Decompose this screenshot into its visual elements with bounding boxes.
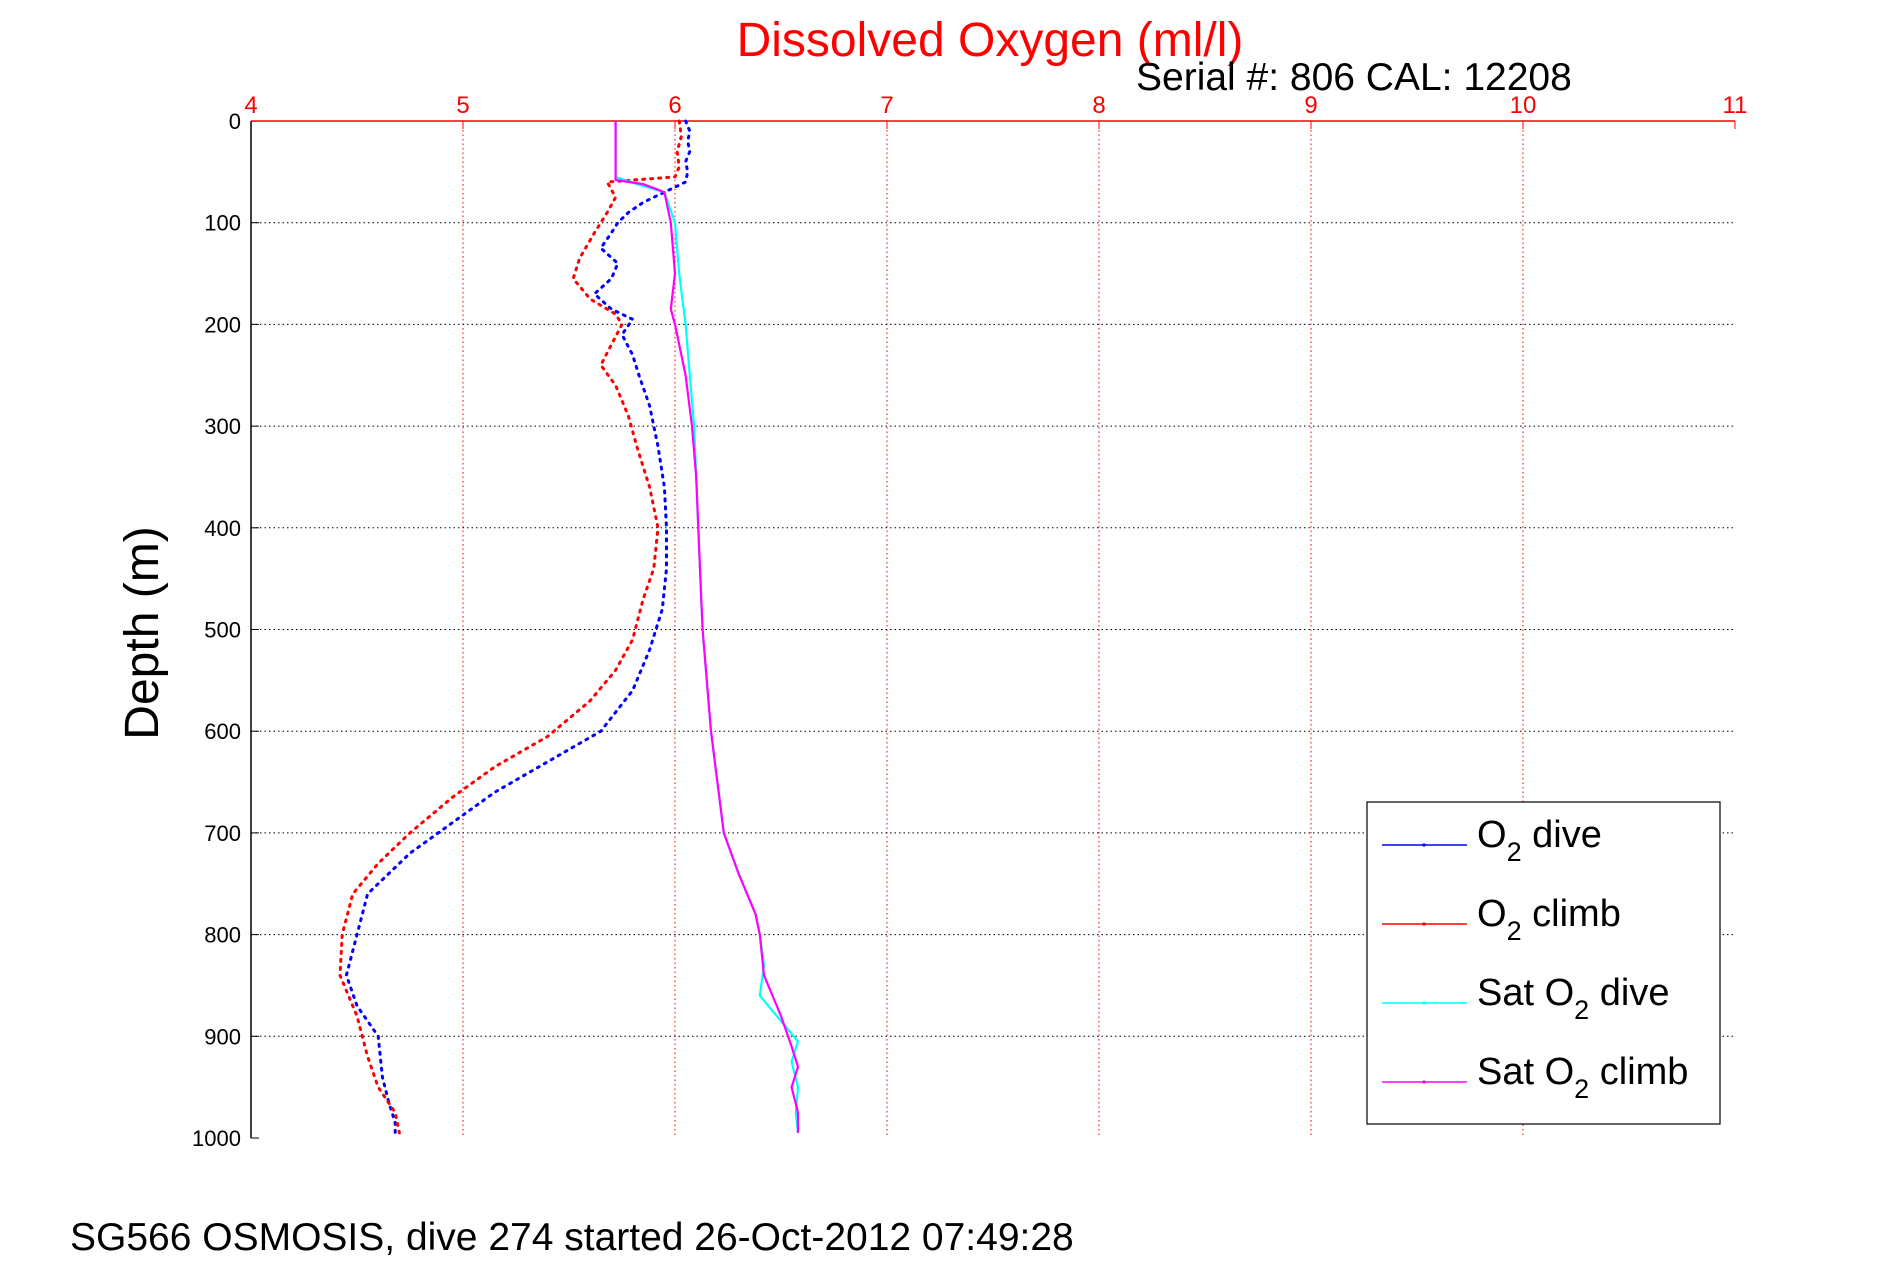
series-line-o2-climb bbox=[338, 119, 683, 1135]
legend-label-o2-climb: O2 climb bbox=[1477, 893, 1621, 946]
x-tick-label: 5 bbox=[456, 92, 469, 119]
legend-marker-sat-o2-dive bbox=[1422, 1001, 1426, 1005]
y-tick-label: 300 bbox=[204, 414, 241, 439]
y-tick-label: 400 bbox=[204, 516, 241, 541]
x-tick-label: 4 bbox=[244, 92, 257, 119]
x-tick-label: 10 bbox=[1510, 92, 1537, 119]
y-tick-label: 200 bbox=[204, 312, 241, 337]
axes bbox=[250, 120, 1736, 1139]
dive-info-footer: SG566 OSMOSIS, dive 274 started 26-Oct-2… bbox=[70, 1216, 1074, 1259]
y-axis-label: Depth (m) bbox=[116, 526, 169, 739]
legend-marker-sat-o2-climb bbox=[1422, 1080, 1426, 1084]
y-tick-label: 100 bbox=[204, 211, 241, 236]
legend-label-sat-o2-climb: Sat O2 climb bbox=[1477, 1051, 1688, 1104]
legend-marker-o2-dive bbox=[1422, 843, 1426, 847]
legend-label-sat-o2-dive: Sat O2 dive bbox=[1477, 972, 1669, 1025]
x-tick-label: 7 bbox=[880, 92, 893, 119]
legend-label-o2-dive: O2 dive bbox=[1477, 814, 1602, 867]
tick-labels: 4 5 6 7 8 9 10 11 0 100 200 300 400 500 600 700 800 900 10… bbox=[192, 92, 1747, 1151]
serial-cal-label: Serial #: 806 CAL: 12208 bbox=[1136, 56, 1572, 99]
y-tick-label: 500 bbox=[204, 618, 241, 643]
legend-box bbox=[1366, 801, 1721, 1125]
legend: O2 dive O2 climb Sat O2 dive Sat O2 climb bbox=[1366, 801, 1721, 1125]
y-tick-label: 1000 bbox=[192, 1126, 241, 1151]
y-tick-label: 800 bbox=[204, 923, 241, 948]
x-tick-label: 8 bbox=[1092, 92, 1105, 119]
y-tick-label: 900 bbox=[204, 1024, 241, 1049]
x-tick-label: 6 bbox=[668, 92, 681, 119]
chart-title: Dissolved Oxygen (ml/l) bbox=[737, 14, 1244, 67]
y-tick-label: 0 bbox=[229, 109, 241, 134]
y-tick-label: 600 bbox=[204, 719, 241, 744]
series-line-sat-o2-climb bbox=[614, 121, 800, 1133]
x-tick-label: 9 bbox=[1304, 92, 1317, 119]
data-series bbox=[338, 119, 800, 1135]
x-tick-label: 11 bbox=[1723, 92, 1748, 119]
legend-marker-o2-climb bbox=[1422, 922, 1426, 926]
y-tick-label: 700 bbox=[204, 821, 241, 846]
